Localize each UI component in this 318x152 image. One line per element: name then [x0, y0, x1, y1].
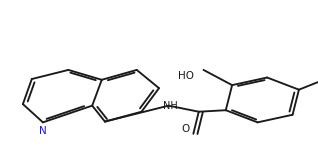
- Text: NH: NH: [163, 101, 177, 111]
- Text: N: N: [39, 126, 47, 136]
- Text: O: O: [181, 124, 190, 134]
- Text: HO: HO: [178, 71, 194, 81]
